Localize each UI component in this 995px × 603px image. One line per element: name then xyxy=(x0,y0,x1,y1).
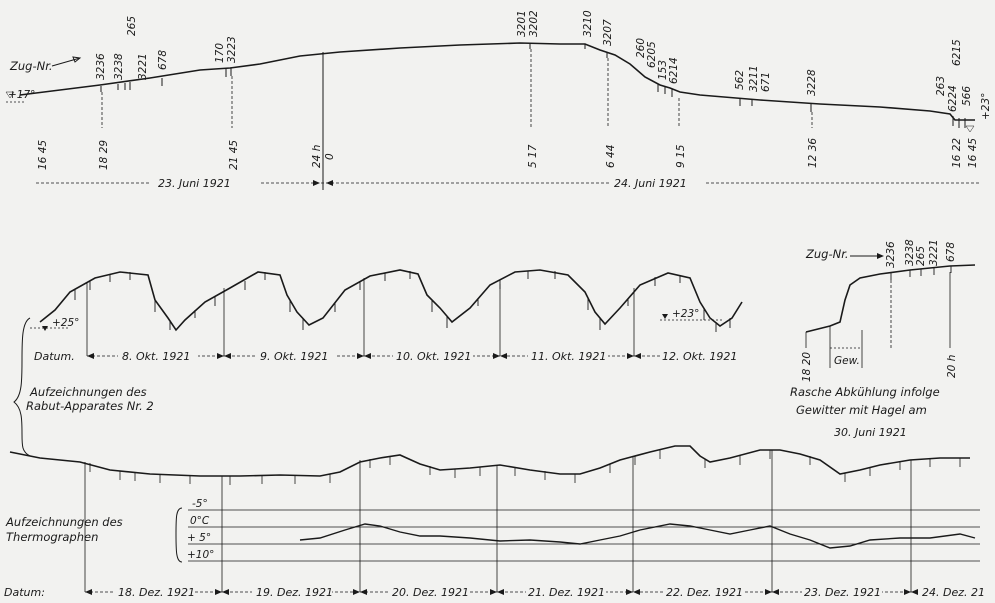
train-3211-label: 3211 xyxy=(748,65,760,92)
bottom-date-18-dez: 18. Dez. 1921 xyxy=(118,586,195,599)
time-1622: 16 22 xyxy=(951,138,963,168)
inset-gew-label: Gew. xyxy=(834,355,860,367)
bottom-date-23-dez: 23. Dez. 1921 xyxy=(804,586,881,599)
train-3236-label: 3236 xyxy=(95,53,107,80)
zug-nr-label: Zug-Nr. xyxy=(9,59,53,73)
inset-recording-curve xyxy=(805,264,976,333)
middle-date-11-okt: 11. Okt. 1921 xyxy=(531,350,606,363)
train-263-label: 263 xyxy=(935,76,947,96)
thermo-scale-minus5: -5° xyxy=(192,498,208,510)
middle-datum-label: Datum. xyxy=(34,350,75,363)
time-24h: 24 h xyxy=(311,145,323,168)
inset-caption-line3: 30. Juni 1921 xyxy=(834,426,907,439)
middle-panel: +25° +23° Datum. 8. Okt. 1921 9. Okt. 19… xyxy=(13,269,743,457)
train-260-label: 260 xyxy=(635,38,647,58)
bottom-datum-label: Datum: xyxy=(4,586,45,599)
train-6215-label: 6215 xyxy=(951,39,963,66)
middle-date-10-okt: 10. Okt. 1921 xyxy=(396,350,471,363)
top-recording-curve xyxy=(19,42,975,121)
train-671-label: 671 xyxy=(760,72,772,92)
top-end-temp: +23° xyxy=(980,93,992,120)
middle-date-9-okt: 9. Okt. 1921 xyxy=(260,350,328,363)
train-3221-label: 3221 xyxy=(137,53,149,80)
bottom-date-24-dez: 24. Dez. 21 xyxy=(922,586,985,599)
train-3210-label: 3210 xyxy=(582,10,594,37)
bottom-date-20-dez: 20. Dez. 1921 xyxy=(392,586,469,599)
train-3228-label: 3228 xyxy=(806,69,818,96)
inset-train-3236: 3236 xyxy=(885,241,897,268)
inset-train-678: 678 xyxy=(945,242,957,262)
top-train-labels: 3236 3238 265 3221 678 170 3223 3201 320… xyxy=(95,10,973,112)
train-6214-label: 6214 xyxy=(668,57,680,84)
middle-date-12-okt: 12. Okt. 1921 xyxy=(662,350,737,363)
middle-temp-left: +25° xyxy=(52,317,79,329)
train-3201-label: 3201 xyxy=(516,10,528,37)
inset-caption-line1: Rasche Abkühlung infolge xyxy=(790,385,940,399)
train-153-label: 153 xyxy=(657,60,669,80)
time-1236: 12 36 xyxy=(807,138,819,168)
middle-date-8-okt: 8. Okt. 1921 xyxy=(122,350,190,363)
top-train-ticks xyxy=(100,43,966,128)
bottom-date-22-dez: 22. Dez. 1921 xyxy=(666,586,743,599)
inset-caption-line2: Gewitter mit Hagel am xyxy=(796,403,927,417)
inset-train-3221: 3221 xyxy=(928,239,940,266)
time-644: 6 44 xyxy=(605,145,617,168)
train-678-label: 678 xyxy=(157,50,169,70)
bottom-recording-curve xyxy=(9,445,970,477)
bottom-date-21-dez: 21. Dez. 1921 xyxy=(528,586,605,599)
time-1645-end: 16 45 xyxy=(967,138,979,168)
rabut-caption-line2: Rabut-Apparates Nr. 2 xyxy=(26,399,154,413)
bottom-panel: -5° 0°C + 5° +10° Aufzeichnungen des The… xyxy=(4,445,985,599)
train-3238-label: 3238 xyxy=(113,53,125,80)
train-3202-label: 3202 xyxy=(528,10,540,37)
thermo-scale-0c: 0°C xyxy=(190,515,210,527)
train-6224-label: 6224 xyxy=(947,85,959,112)
thermo-caption-line2: Thermographen xyxy=(6,530,98,544)
thermograph-curve xyxy=(299,523,976,549)
date-24-juni: 24. Juni 1921 xyxy=(614,177,687,190)
time-0: 0 xyxy=(324,153,336,160)
time-517: 5 17 xyxy=(527,144,539,168)
inset-train-3238: 3238 xyxy=(904,239,916,266)
bottom-date-19-dez: 19. Dez. 1921 xyxy=(256,586,333,599)
inset-time-end: 20 h xyxy=(946,355,958,378)
time-1645-start: 16 45 xyxy=(37,140,49,170)
train-3223-label: 3223 xyxy=(226,36,238,63)
time-915: 9 15 xyxy=(675,144,687,168)
top-panel: Zug-Nr. +17° xyxy=(5,10,992,190)
train-566-label: 566 xyxy=(961,86,973,106)
thermo-scale-plus10: +10° xyxy=(187,549,214,561)
date-23-juni: 23. Juni 1921 xyxy=(158,177,231,190)
time-2145: 21 45 xyxy=(228,140,240,170)
time-1829: 18 29 xyxy=(98,140,110,170)
top-time-ticks: 16 45 18 29 21 45 24 h 0 5 17 6 44 9 15 … xyxy=(37,138,979,170)
inset-zug-nr-label: Zug-Nr. xyxy=(805,247,849,261)
inset-time-start: 18 20 xyxy=(801,352,813,382)
caption-brace xyxy=(13,317,31,457)
middle-temp-right: +23° xyxy=(672,308,699,320)
train-6205-label: 6205 xyxy=(646,41,658,68)
inset-train-265: 265 xyxy=(915,246,927,266)
train-170-label: 170 xyxy=(214,43,226,63)
thermo-scale-plus5: + 5° xyxy=(187,532,211,544)
rabut-caption-line1: Aufzeichnungen des xyxy=(29,385,147,399)
inset-panel: Zug-Nr. 3236 3238 265 3221 678 18 20 Gew… xyxy=(790,239,976,439)
thermo-caption-line1: Aufzeichnungen des xyxy=(5,515,123,529)
train-3207-label: 3207 xyxy=(602,19,614,46)
train-562-label: 562 xyxy=(734,70,746,90)
train-265-label: 265 xyxy=(126,16,138,36)
middle-recording-curve xyxy=(39,269,743,332)
